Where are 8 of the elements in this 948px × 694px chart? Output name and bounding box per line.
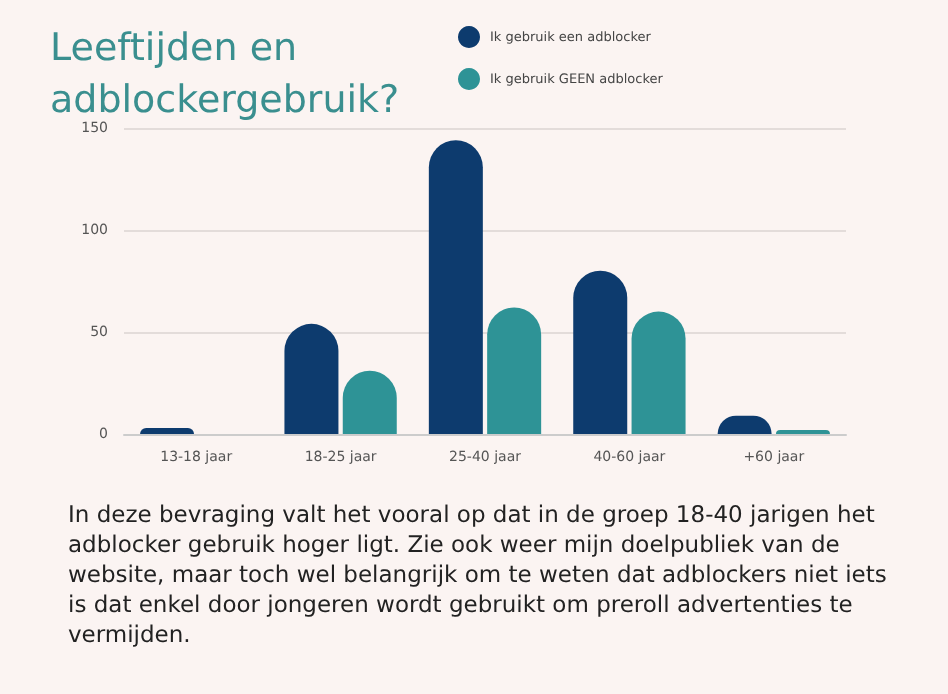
bar	[487, 307, 542, 434]
bar	[428, 140, 483, 434]
bar	[631, 311, 686, 434]
bar	[284, 323, 339, 434]
bar	[140, 427, 195, 434]
bar	[573, 270, 628, 434]
text: In deze bevraging valt het vooral op dat in de groep 18-40 jarigen het adblocker gebruik hoger ligt. Zie ook weer mijn doelpubliek van de website, maar toch wel belangrijk om te weten dat adblockers niet iets is dat enkel door jongeren wordt gebruikt om preroll advertenties te vermijden.	[68, 500, 888, 650]
chart-title: Leeftijden en adblockergebruik?	[50, 26, 400, 122]
